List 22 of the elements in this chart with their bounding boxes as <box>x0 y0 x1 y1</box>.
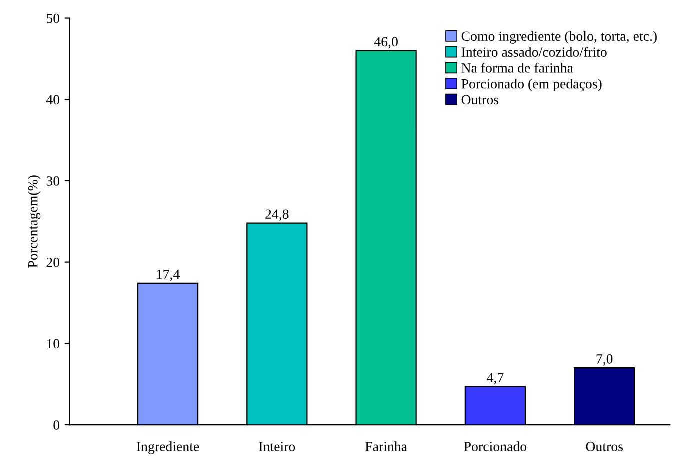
y-tick-label: 10 <box>47 339 60 349</box>
x-tick-label: Inteiro <box>259 442 296 452</box>
data-label: 24,8 <box>266 210 289 222</box>
y-tick-label: 30 <box>46 176 60 186</box>
y-tick-label: 20 <box>46 258 60 268</box>
legend-label: Como ingrediente (bolo, torta, etc.) <box>462 31 657 44</box>
data-label: 46,0 <box>374 37 398 49</box>
y-tick-label: 50 <box>46 14 60 24</box>
x-tick-label: Ingrediente <box>136 442 200 454</box>
y-tick-label: 0 <box>54 420 60 430</box>
y-tick-label: 40 <box>46 95 60 105</box>
legend-label: Outros <box>462 95 499 105</box>
x-tick-label: Porcionado <box>464 442 527 452</box>
y-axis-title: Porcentagem(%) <box>28 176 41 268</box>
data-label: 7,0 <box>596 354 613 366</box>
data-label: 17,4 <box>157 270 180 282</box>
legend-label: Porcionado (em pedaços) <box>462 78 602 92</box>
data-label: 4,7 <box>487 373 504 385</box>
x-tick-label: Outros <box>586 442 623 452</box>
x-tick-label: Farinha <box>365 442 408 452</box>
legend-label: Na forma de farinha <box>462 62 574 73</box>
legend-label: Inteiro assado/cozido/frito <box>462 47 607 57</box>
